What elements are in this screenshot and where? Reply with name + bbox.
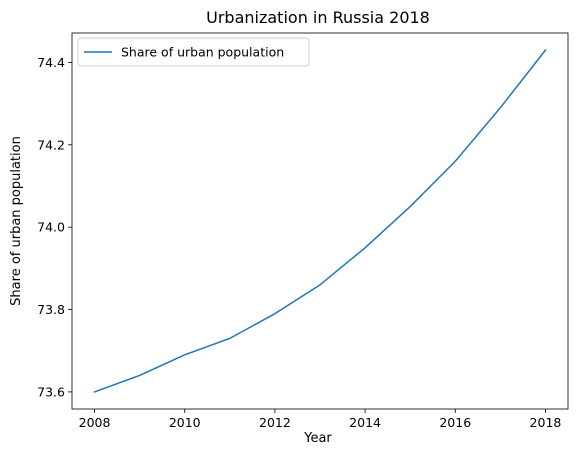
y-tick-label: 74.4 (37, 55, 65, 70)
y-tick-label: 73.6 (37, 384, 65, 399)
plot-area (71, 32, 569, 410)
x-tick-label: 2014 (349, 415, 381, 430)
legend: Share of urban population (77, 37, 310, 67)
y-axis-label: Share of urban population (9, 136, 24, 306)
y-axis: 73.6 73.8 74.0 74.2 74.4 (37, 55, 72, 399)
x-axis-label: Year (303, 431, 332, 446)
legend-label: Share of urban population (121, 45, 284, 60)
series-line (93, 49, 547, 393)
x-tick-label: 2018 (530, 415, 562, 430)
x-axis: 2008 2010 2012 2014 2016 2018 (79, 409, 562, 430)
y-tick-label: 73.8 (37, 302, 65, 317)
x-tick-label: 2010 (169, 415, 201, 430)
chart-title: Urbanization in Russia 2018 (206, 8, 430, 27)
legend-box (77, 37, 310, 67)
y-tick-label: 74.2 (37, 137, 65, 152)
series-layer (93, 49, 547, 393)
x-tick-label: 2012 (259, 415, 291, 430)
x-tick-label: 2016 (439, 415, 471, 430)
y-tick-label: 74.0 (37, 220, 65, 235)
x-tick-label: 2008 (79, 415, 111, 430)
